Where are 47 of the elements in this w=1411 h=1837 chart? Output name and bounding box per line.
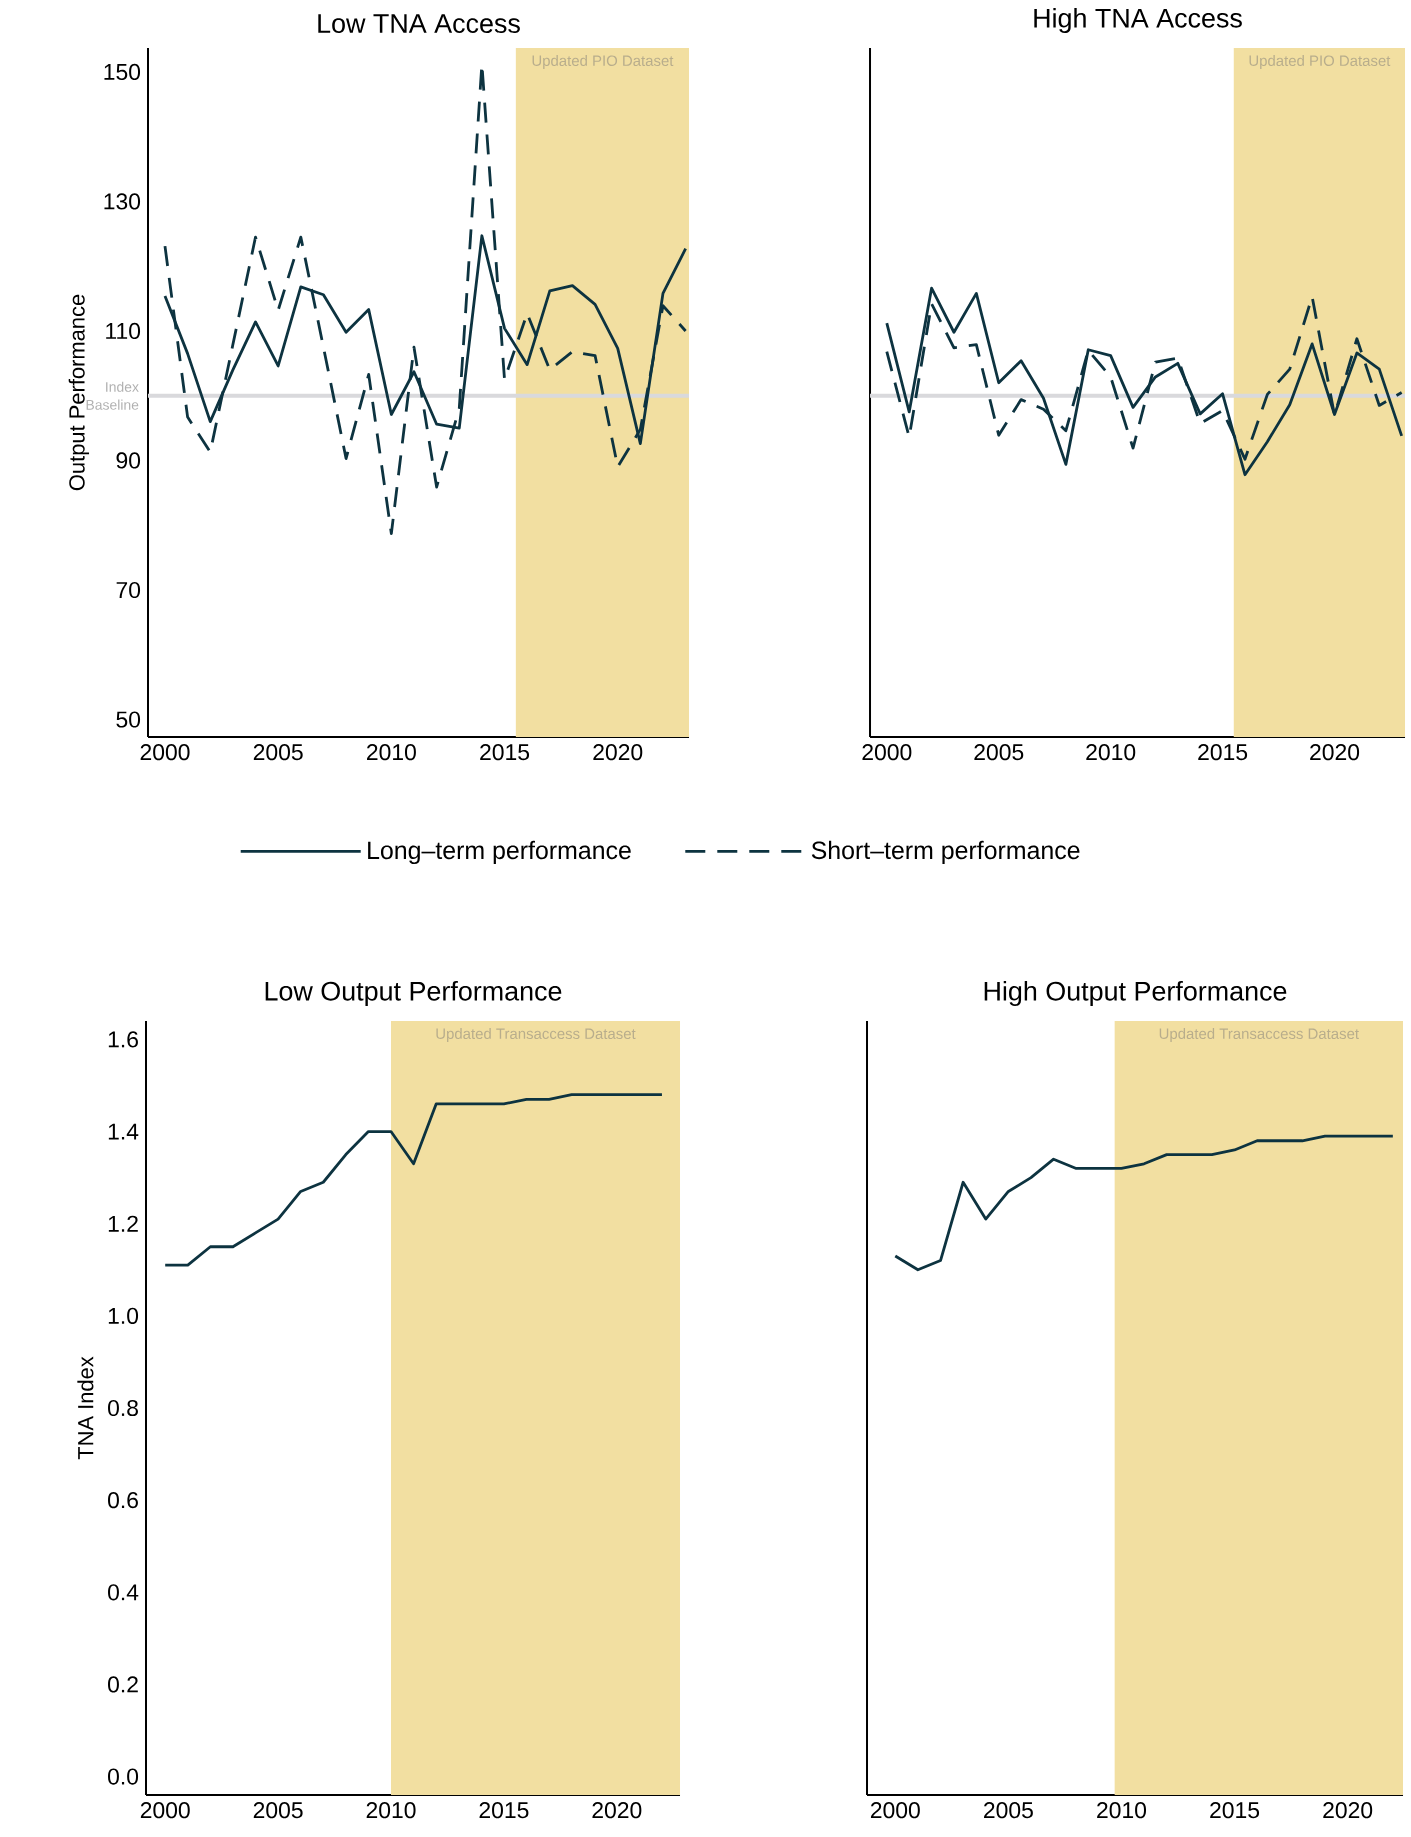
x-tick-label: 2005	[974, 744, 1024, 761]
y-tick-label: 130	[104, 193, 141, 210]
y-tick-label: 70	[116, 581, 141, 599]
y-tick-label: 150	[104, 63, 141, 81]
chart-title: High TNA Access	[1034, 7, 1242, 33]
chart-title: High Output Performance	[984, 980, 1287, 1007]
x-tick-label: 2005	[253, 1802, 303, 1819]
x-tick-label: 2005	[253, 744, 303, 761]
x-tick-label: 2005	[984, 1802, 1033, 1819]
y-tick-label: 0.2	[108, 1676, 138, 1693]
x-tick-label: 2010	[366, 1802, 416, 1819]
x-tick-label: 2020	[1310, 744, 1360, 761]
x-tick-label: 2000	[862, 744, 912, 761]
x-tick-label: 2015	[1198, 744, 1248, 761]
x-tick-label: 2015	[479, 1802, 529, 1819]
band-label: Updated PIO Dataset	[532, 55, 674, 69]
x-tick-label: 2020	[592, 1802, 642, 1819]
band-label: Updated PIO Dataset	[1249, 55, 1391, 69]
x-tick-label: 2015	[1210, 1802, 1260, 1819]
y-tick-label: 0.6	[108, 1492, 138, 1509]
ref-line-label: Index Baseline	[86, 381, 139, 410]
x-tick-label: 2000	[140, 744, 190, 761]
legend-label: Long–term performance	[368, 840, 631, 865]
y-tick-label: 110	[106, 322, 141, 340]
chart-title: Low Output Performance	[265, 980, 562, 1007]
y-tick-label: 0.0	[108, 1768, 139, 1785]
x-tick-label: 2000	[140, 1802, 190, 1819]
x-tick-label: 2015	[480, 744, 530, 761]
legend-label: Short–term performance	[811, 840, 1080, 865]
x-tick-label: 2020	[1323, 1802, 1373, 1819]
x-tick-label: 2010	[367, 744, 416, 761]
y-axis-title: TNA Index	[77, 1356, 94, 1460]
x-tick-label: 2010	[1097, 1802, 1147, 1819]
band-label: Updated Transaccess Dataset	[436, 1028, 636, 1042]
x-tick-label: 2020	[593, 744, 643, 761]
y-tick-label: 0.8	[108, 1399, 138, 1417]
chart-title: Low TNA Access	[318, 14, 520, 33]
x-tick-label: 2010	[1086, 744, 1136, 761]
y-tick-label: 1.2	[108, 1215, 138, 1232]
x-tick-label: 2000	[870, 1802, 920, 1819]
y-tick-label: 90	[116, 452, 141, 469]
y-tick-label: 1.6	[108, 1031, 138, 1048]
y-tick-label: 1.0	[108, 1307, 139, 1324]
y-tick-label: 0.4	[108, 1584, 139, 1601]
y-tick-label: 1.4	[108, 1123, 139, 1140]
y-tick-label: 50	[116, 711, 141, 728]
band-label: Updated Transaccess Dataset	[1159, 1028, 1359, 1042]
